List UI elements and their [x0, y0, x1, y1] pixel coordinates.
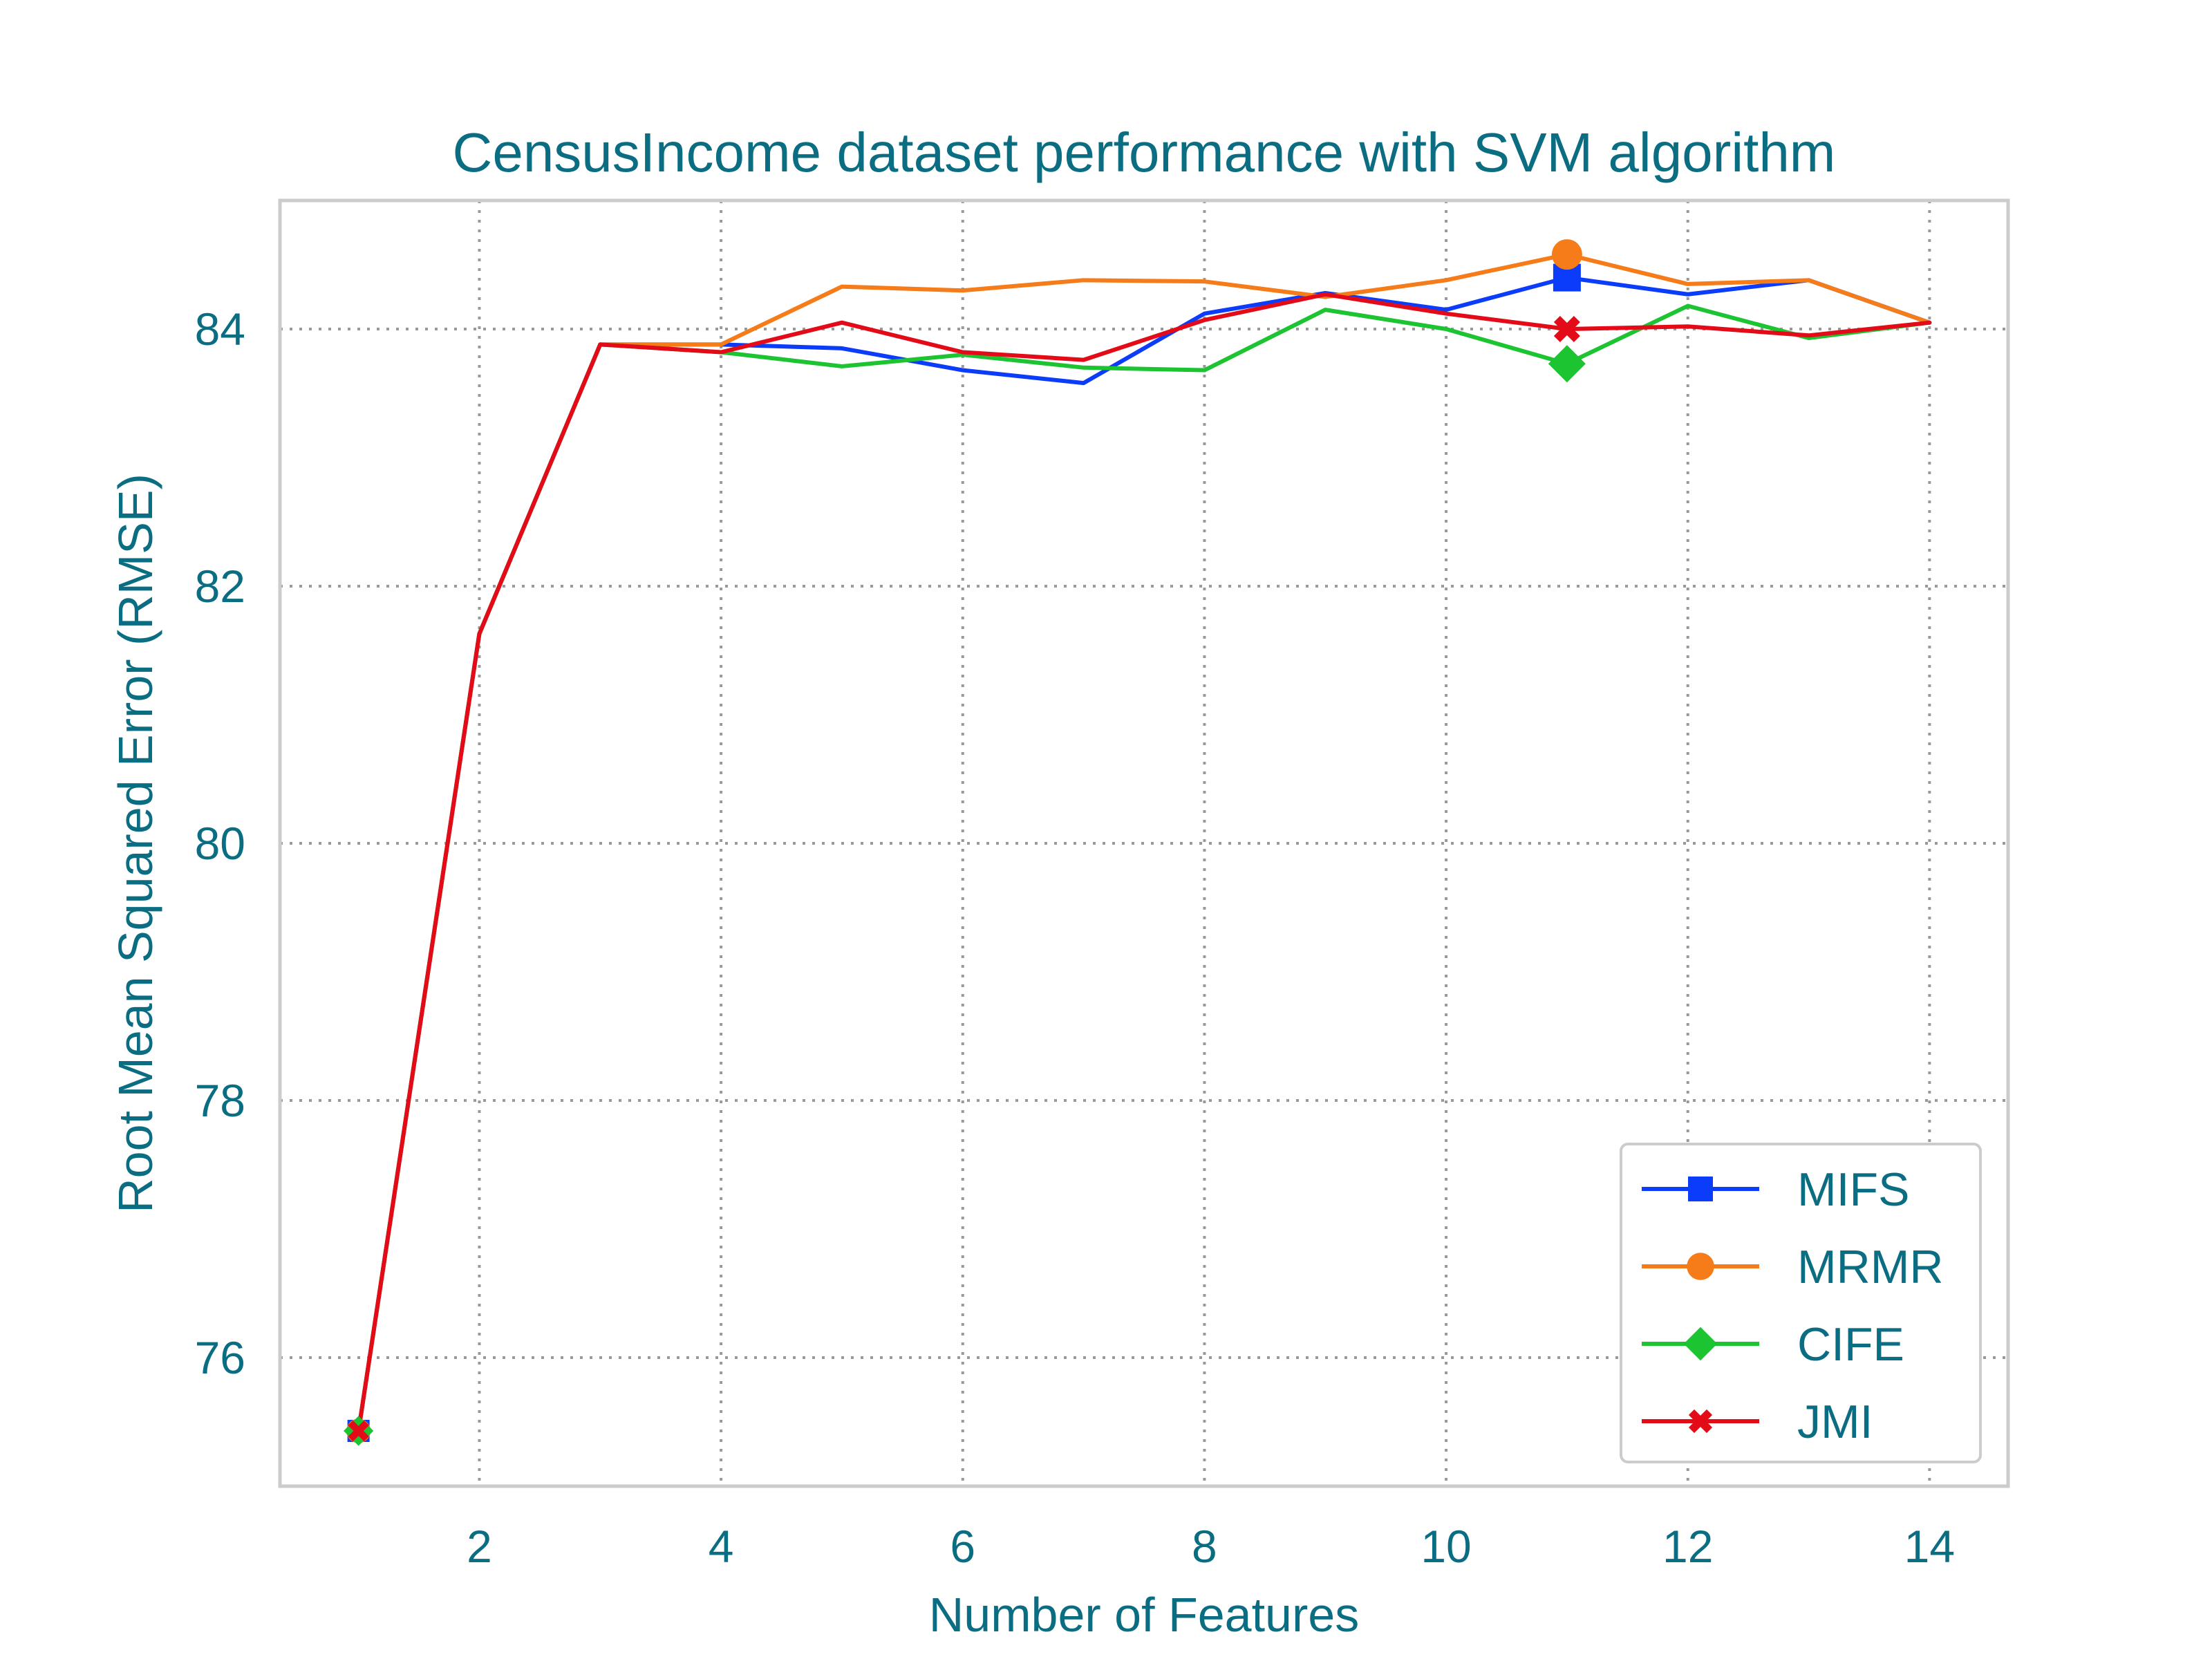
legend-label-cife: CIFE [1797, 1318, 1904, 1371]
legend-label-mifs: MIFS [1797, 1163, 1909, 1216]
marker-jmi [1553, 316, 1580, 342]
y-tick-label: 82 [195, 561, 245, 612]
x-tick-label: 8 [1192, 1521, 1217, 1572]
legend-marker-mrmr [1687, 1253, 1714, 1280]
legend-box [1620, 1143, 1982, 1463]
series-line-jmi [356, 292, 1932, 1434]
marker-start-jmi [348, 1420, 369, 1442]
x-tick-label: 2 [467, 1521, 492, 1572]
x-tick-label: 6 [950, 1521, 975, 1572]
marker-cife [1548, 345, 1586, 383]
legend: MIFS MRMR CIFE JMI [1620, 1143, 1982, 1463]
y-tick-labels: 76 78 80 82 84 [195, 303, 245, 1383]
start-markers [344, 1416, 374, 1446]
y-tick-label: 84 [195, 303, 245, 355]
legend-marker-mifs [1688, 1177, 1713, 1201]
x-tick-label: 12 [1662, 1521, 1713, 1572]
series-group [356, 252, 1932, 1434]
y-tick-label: 80 [195, 818, 245, 869]
y-tick-label: 78 [195, 1075, 245, 1126]
chart-title: CensusIncome dataset performance with SV… [453, 122, 1836, 183]
plot-frame [278, 198, 2010, 1488]
legend-marker-jmi [1688, 1409, 1713, 1434]
grid [280, 200, 2008, 1486]
marker-group [1548, 239, 1586, 383]
x-axis-label: Number of Features [929, 1588, 1359, 1642]
legend-label-jmi: JMI [1797, 1396, 1873, 1448]
y-tick-label: 76 [195, 1332, 245, 1383]
y-axis-label: Root Mean Squared Error (RMSE) [109, 474, 162, 1213]
x-tick-labels: 2 4 6 8 10 12 14 [467, 1521, 1955, 1572]
x-tick-label: 4 [709, 1521, 734, 1572]
marker-mrmr [1551, 239, 1582, 270]
legend-label-mrmr: MRMR [1797, 1241, 1944, 1293]
x-tick-label: 10 [1421, 1521, 1471, 1572]
x-tick-label: 14 [1904, 1521, 1955, 1572]
legend-marker-cife [1683, 1327, 1718, 1361]
